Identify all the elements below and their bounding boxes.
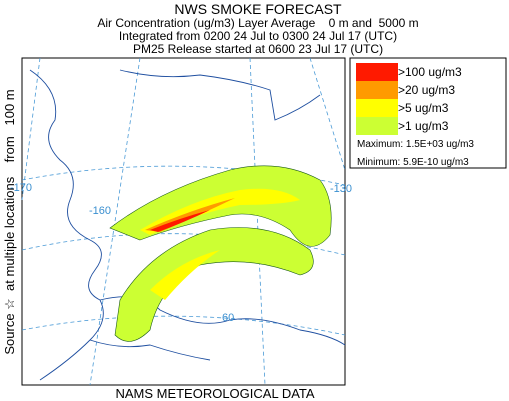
legend-label: >1 ug/m3 <box>398 119 449 133</box>
smoke <box>109 165 332 342</box>
map-label: -130 <box>330 183 352 195</box>
maximum: Maximum: 1.5E+03 ug/m3 <box>357 139 474 150</box>
subtitle: PM25 Release started at 0600 23 Jul 17 (… <box>133 42 383 56</box>
map-label: 60 <box>222 312 234 324</box>
map-label: -170 <box>10 182 32 194</box>
legend: Maximum: 1.5E+03 ug/m3 Minimum: 5.9E-10 … <box>349 57 507 169</box>
side-label: Source ☆ at multiple locations from 100 … <box>2 89 17 354</box>
subtitle: Integrated from 0200 24 Jul to 0300 24 J… <box>119 29 397 43</box>
legend-swatch <box>356 63 398 81</box>
legend-label: >5 ug/m3 <box>398 101 449 115</box>
map: -170 -160 -130 60 <box>10 57 352 386</box>
subtitle: Air Concentration (ug/m3) Layer Average … <box>97 16 418 30</box>
footer: NAMS METEOROLOGICAL DATA <box>115 386 314 401</box>
legend-swatch <box>356 81 398 99</box>
legend-label: >100 ug/m3 <box>398 65 462 79</box>
map-label: -160 <box>89 205 111 217</box>
title: NWS SMOKE FORECAST <box>174 1 342 17</box>
legend-swatch <box>356 117 398 135</box>
minimum: Minimum: 5.9E-10 ug/m3 <box>357 157 469 168</box>
legend-swatch <box>356 99 398 117</box>
legend-label: >20 ug/m3 <box>398 83 455 97</box>
